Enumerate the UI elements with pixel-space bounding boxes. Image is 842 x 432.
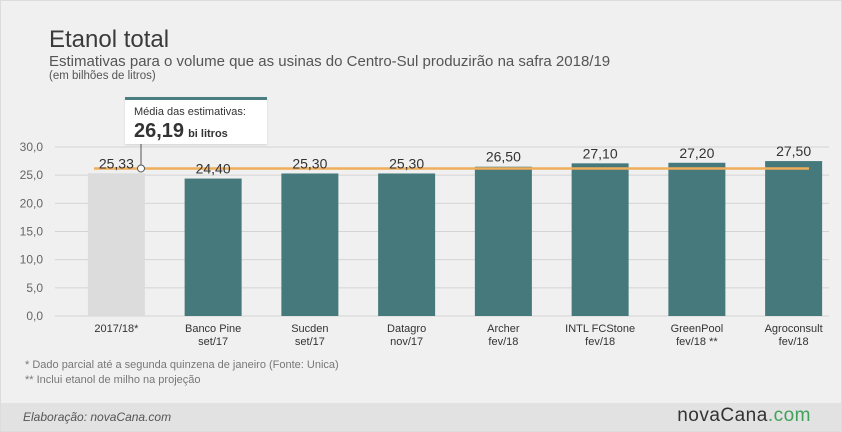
logo-main: novaCana (677, 405, 768, 426)
y-tick-label: 5,0 (26, 281, 43, 295)
bar (281, 173, 339, 316)
x-tick-label: Archer (487, 323, 520, 335)
value-label: 24,40 (196, 161, 231, 177)
y-tick-label: 0,0 (26, 309, 43, 323)
y-tick-label: 20,0 (20, 196, 44, 210)
x-tick-label: 2017/18* (94, 323, 139, 335)
bar-chart: 0,05,010,015,020,025,030,0 25,33 24,40 25,… (20, 140, 829, 348)
bar (474, 166, 532, 316)
bar (87, 173, 145, 316)
bar (184, 178, 242, 316)
x-tick-label: fev/18 (779, 336, 809, 348)
x-tick-label: fev/18 (488, 336, 518, 348)
value-label: 25,30 (389, 155, 424, 171)
x-tick-label: fev/18 ** (676, 336, 718, 348)
value-label: 27,20 (679, 145, 714, 161)
chart-title: Etanol total (49, 26, 170, 53)
average-callout-value: 26,19 (134, 120, 185, 142)
average-line-group (94, 144, 809, 173)
x-tick-label: fev/18 (585, 336, 615, 348)
y-tick-label: 10,0 (20, 253, 44, 267)
logo-suffix: .com (767, 405, 811, 426)
x-tick-label: set/17 (295, 336, 325, 348)
x-tick-label: Datagro (387, 323, 426, 335)
bar (378, 173, 436, 316)
chart-subtitle: Estimativas para o volume que as usinas … (49, 53, 611, 70)
footnote-2: ** Inclui etanol de milho na projeção (25, 373, 201, 386)
unit-note: (em bilhões de litros) (49, 70, 156, 82)
bar (668, 162, 726, 316)
average-callout: Média das estimativas: 26,19 bi litros (125, 97, 267, 144)
bar (765, 161, 823, 316)
x-tick-label: Banco Pine (185, 323, 241, 335)
y-tick-label: 30,0 (20, 140, 44, 154)
bar (571, 163, 629, 316)
x-tick-label: GreenPool (671, 323, 724, 335)
average-callout-unit: bi litros (188, 128, 228, 140)
value-label: 27,10 (583, 145, 618, 161)
value-label: 26,50 (486, 149, 521, 165)
y-tick-label: 15,0 (20, 225, 44, 239)
x-tick-label: Sucden (291, 323, 328, 335)
bars (87, 161, 823, 316)
value-label: 25,30 (292, 155, 327, 171)
average-callout-value-row: 26,19 bi litros (134, 120, 228, 143)
average-marker (137, 164, 145, 173)
novacana-logo[interactable]: novaCana.com (677, 405, 811, 427)
value-label: 27,50 (776, 143, 811, 159)
x-axis-labels: 2017/18* Banco Pineset/17Sucdenset/17Data… (94, 323, 822, 348)
average-callout-label: Média das estimativas: (134, 106, 246, 118)
x-tick-label: INTL FCStone (565, 323, 635, 335)
x-tick-label: set/17 (198, 336, 228, 348)
x-tick-label: Agroconsult (765, 323, 823, 335)
y-axis-ticks: 0,0 5,0 10,0 15,0 20,0 25,0 30,0 (20, 140, 44, 323)
y-tick-label: 25,0 (20, 168, 44, 182)
footer-bar: Elaboração: novaCana.com novaCana.com (1, 403, 841, 431)
x-tick-label: nov/17 (390, 336, 423, 348)
credit-text: Elaboração: novaCana.com (23, 410, 172, 424)
footnote-1: * Dado parcial até a segunda quinzena de… (25, 359, 339, 371)
footnotes: * Dado parcial até a segunda quinzena de… (25, 358, 339, 387)
value-labels: 25,33 24,40 25,30 25,30 26,50 27,10 27,20 27,50 (99, 143, 811, 176)
value-label: 25,33 (99, 155, 134, 171)
